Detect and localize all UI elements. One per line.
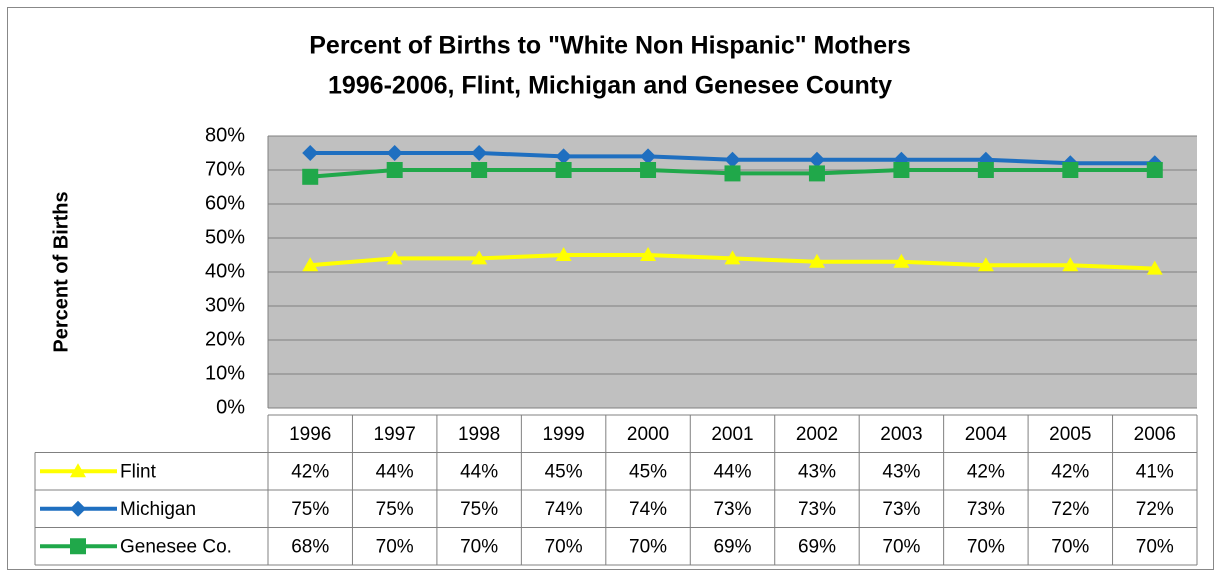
y-tick-label: 40% <box>205 260 245 282</box>
marker <box>808 151 825 168</box>
data-label: 75% <box>376 499 414 520</box>
marker <box>302 168 319 185</box>
data-label: 70% <box>376 536 414 557</box>
x-tick-label: 2005 <box>1049 424 1091 445</box>
data-label: 70% <box>967 536 1005 557</box>
x-tick-label: 2002 <box>796 424 838 445</box>
legend-label: Michigan <box>120 499 196 520</box>
data-label: 72% <box>1136 499 1174 520</box>
marker <box>977 162 994 178</box>
marker <box>70 500 86 517</box>
data-label: 45% <box>545 461 583 482</box>
marker <box>977 257 994 272</box>
marker <box>555 162 572 178</box>
data-label: 69% <box>798 536 836 557</box>
data-label: 44% <box>713 461 751 482</box>
x-tick-label: 2003 <box>880 424 922 445</box>
data-label: 43% <box>882 461 920 482</box>
marker <box>70 463 86 478</box>
marker <box>1062 162 1079 178</box>
data-label: 41% <box>1136 461 1174 482</box>
data-label: 75% <box>460 499 498 520</box>
marker <box>471 162 488 178</box>
data-label: 45% <box>629 461 667 482</box>
data-label: 70% <box>545 536 583 557</box>
marker <box>386 162 403 178</box>
data-label: 70% <box>882 536 920 557</box>
x-tick-label: 1997 <box>374 424 416 445</box>
x-tick-label: 2001 <box>711 424 753 445</box>
data-label: 42% <box>291 461 329 482</box>
y-axis-label: Percent of Births <box>50 191 72 352</box>
x-tick-label: 2004 <box>965 424 1008 445</box>
data-label: 73% <box>882 499 920 520</box>
y-tick-label: 50% <box>205 226 245 248</box>
y-tick-label: 80% <box>205 124 245 146</box>
marker <box>386 250 403 265</box>
marker <box>808 253 825 268</box>
y-tick-label: 60% <box>205 192 245 214</box>
marker <box>1146 162 1163 178</box>
data-label: 72% <box>1051 499 1089 520</box>
x-tick-label: 1996 <box>289 424 331 445</box>
data-label: 75% <box>291 499 329 520</box>
data-label: 42% <box>967 461 1005 482</box>
data-label: 69% <box>713 536 751 557</box>
x-tick-label: 2000 <box>627 424 669 445</box>
x-tick-label: 2006 <box>1134 424 1176 445</box>
marker <box>302 145 319 161</box>
data-label: 73% <box>713 499 751 520</box>
data-label: 68% <box>291 536 329 557</box>
marker <box>471 145 488 161</box>
data-label: 43% <box>798 461 836 482</box>
marker <box>1146 260 1163 275</box>
marker <box>471 250 488 265</box>
y-tick-label: 30% <box>205 294 245 316</box>
legend-label: Genesee Co. <box>120 536 232 557</box>
marker <box>724 151 741 168</box>
y-tick-label: 10% <box>205 362 245 384</box>
chart-title: Percent of Births to "White Non Hispanic… <box>309 32 911 60</box>
data-label: 44% <box>376 461 414 482</box>
data-label: 74% <box>629 499 667 520</box>
marker <box>1062 257 1079 272</box>
data-label: 42% <box>1051 461 1089 482</box>
marker <box>640 247 657 261</box>
marker <box>640 162 657 178</box>
marker <box>893 253 910 268</box>
y-tick-label: 20% <box>205 328 245 350</box>
data-label: 73% <box>967 499 1005 520</box>
data-label: 74% <box>545 499 583 520</box>
data-label: 70% <box>1136 536 1174 557</box>
x-tick-label: 1998 <box>458 424 500 445</box>
x-tick-label: 1999 <box>542 424 584 445</box>
marker <box>302 257 319 272</box>
data-label: 73% <box>798 499 836 520</box>
data-label: 70% <box>629 536 667 557</box>
marker <box>724 250 741 265</box>
y-tick-label: 0% <box>216 396 245 418</box>
marker <box>555 148 572 165</box>
data-label: 44% <box>460 461 498 482</box>
marker <box>70 538 86 555</box>
data-label: 70% <box>460 536 498 557</box>
marker <box>724 165 741 182</box>
marker <box>893 162 910 178</box>
marker <box>386 145 403 161</box>
marker <box>640 148 657 165</box>
marker <box>808 165 825 182</box>
marker <box>555 247 572 261</box>
chart-title: 1996-2006, Flint, Michigan and Genesee C… <box>328 72 892 100</box>
data-label: 70% <box>1051 536 1089 557</box>
legend-label: Flint <box>120 461 157 482</box>
y-tick-label: 70% <box>205 158 245 180</box>
